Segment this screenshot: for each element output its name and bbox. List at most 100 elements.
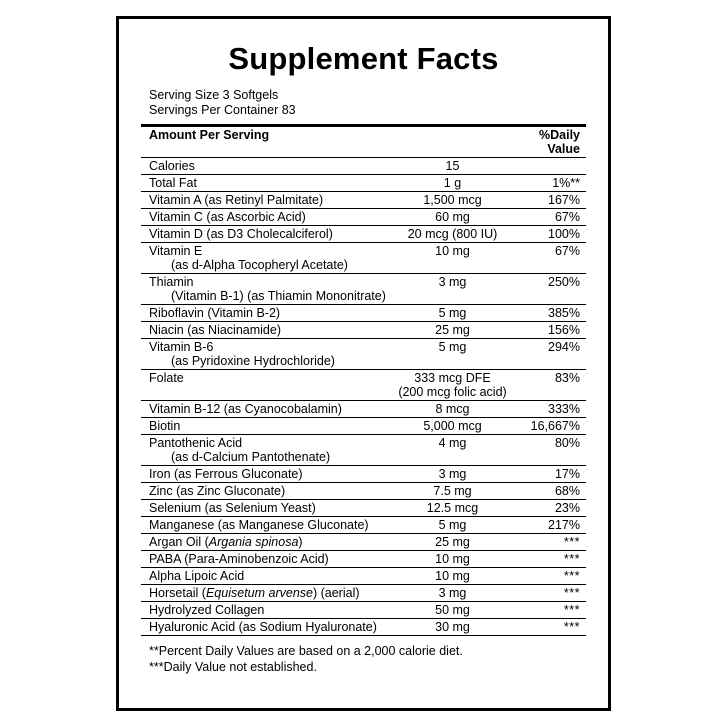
row-name: Vitamin B-12 (as Cyanocobalamin) [141,400,391,418]
row-name: Riboflavin (Vitamin B-2) [141,304,391,322]
row-amount: 10 mg [390,242,515,274]
row-name: Niacin (as Niacinamide) [141,321,391,339]
row-amount: 5 mg [390,516,515,534]
page-title: Supplement Facts [228,41,499,76]
row-name: Vitamin B-6 [149,340,214,355]
column-header-daily-value: %Daily Value [514,124,586,158]
row-amount: 30 mg [390,618,515,636]
row-amount: 25 mg [390,321,515,339]
row-name-group: Vitamin E (as d-Alpha Tocopheryl Acetate… [141,242,391,274]
row-amount: 10 mg [390,550,515,568]
row-amount: 4 mg [390,434,515,466]
row-name: Iron (as Ferrous Gluconate) [141,465,391,483]
row-amount: 7.5 mg [390,482,515,500]
row-name: Folate [141,369,391,401]
row-name: Hydrolyzed Collagen [141,601,391,619]
row-daily-value: 294% [514,338,586,370]
row-name: Total Fat [141,174,391,192]
row-name: Vitamin A (as Retinyl Palmitate) [141,191,391,209]
table-row: Vitamin A (as Retinyl Palmitate) 1,500 m… [141,191,586,209]
row-amount: 8 mcg [390,400,515,418]
facts-body: Amount Per Serving %Daily Value Calories… [141,124,586,639]
row-name-italic: Argania spinosa [208,535,299,550]
footer-rule-cell [390,635,515,639]
row-daily-value: 67% [514,242,586,274]
table-row: Hyaluronic Acid (as Sodium Hyaluronate) … [141,618,586,636]
row-daily-value: 16,667% [514,417,586,435]
footnote-daily-values: **Percent Daily Values are based on a 2,… [149,644,463,659]
footer-rule-cell [514,635,586,639]
table-row: Selenium (as Selenium Yeast) 12.5 mcg 23… [141,499,586,517]
table-row: Horsetail (Equisetum arvense) (aerial) 3… [141,584,586,602]
row-name: Manganese (as Manganese Gluconate) [141,516,391,534]
row-name-group: Argan Oil (Argania spinosa) [141,533,391,551]
row-daily-value: 217% [514,516,586,534]
row-subname: (as d-Calcium Pantothenate) [171,450,331,465]
row-amount: 12.5 mcg [390,499,515,517]
table-row: Thiamin (Vitamin B-1) (as Thiamin Mononi… [141,273,586,305]
table-row: Total Fat 1 g 1%** [141,174,586,192]
table-row: Alpha Lipoic Acid 10 mg *** [141,567,586,585]
table-row: Argan Oil (Argania spinosa) 25 mg *** [141,533,586,551]
table-footer-rule [141,635,586,639]
table-row: Folate 333 mcg DFE (200 mcg folic acid) … [141,369,586,401]
row-amount: 3 mg [390,465,515,483]
row-name-group: Horsetail (Equisetum arvense) (aerial) [141,584,391,602]
row-name: Vitamin D (as D3 Cholecalciferol) [141,225,391,243]
row-subname: (as Pyridoxine Hydrochloride) [171,354,335,369]
row-daily-value [514,157,586,175]
servings-per-container: Servings Per Container 83 [149,102,296,117]
row-amount: 1,500 mcg [390,191,515,209]
table-row: Calories 15 [141,157,586,175]
row-daily-value: *** [514,584,586,602]
row-name: Selenium (as Selenium Yeast) [141,499,391,517]
serving-size: Serving Size 3 Softgels [149,87,279,102]
row-name: Vitamin E [149,244,203,259]
row-daily-value: 23% [514,499,586,517]
table-row: Hydrolyzed Collagen 50 mg *** [141,601,586,619]
row-name: PABA (Para-Aminobenzoic Acid) [141,550,391,568]
row-amount-group: 333 mcg DFE (200 mcg folic acid) [390,369,515,401]
footer-rule-cell [141,635,391,639]
row-daily-value: 83% [514,369,586,401]
row-daily-value: 385% [514,304,586,322]
row-name-group: Vitamin B-6 (as Pyridoxine Hydrochloride… [141,338,391,370]
table-row: Vitamin E (as d-Alpha Tocopheryl Acetate… [141,242,586,274]
row-name: Zinc (as Zinc Gluconate) [141,482,391,500]
row-name: Alpha Lipoic Acid [141,567,391,585]
table-row: Biotin 5,000 mcg 16,667% [141,417,586,435]
row-daily-value: *** [514,601,586,619]
row-amount: 1 g [390,174,515,192]
row-name: Biotin [141,417,391,435]
row-daily-value: 67% [514,208,586,226]
footnotes: **Percent Daily Values are based on a 2,… [149,644,586,675]
row-amount: 50 mg [390,601,515,619]
table-row: Vitamin B-12 (as Cyanocobalamin) 8 mcg 3… [141,400,586,418]
row-name: Pantothenic Acid [149,436,243,451]
table-row: PABA (Para-Aminobenzoic Acid) 10 mg *** [141,550,586,568]
row-name: Thiamin [149,275,194,290]
row-daily-value: *** [514,618,586,636]
row-subname: (as d-Alpha Tocopheryl Acetate) [171,258,348,273]
row-amount: 10 mg [390,567,515,585]
column-header-spacer [390,124,515,158]
row-daily-value: 1%** [514,174,586,192]
row-amount: 5 mg [390,338,515,370]
row-name: Hyaluronic Acid (as Sodium Hyaluronate) [141,618,391,636]
row-daily-value: *** [514,567,586,585]
row-daily-value: 80% [514,434,586,466]
row-amount: 20 mcg (800 IU) [390,225,515,243]
table-header-row: Amount Per Serving %Daily Value [141,124,586,158]
row-name: Calories [141,157,391,175]
table-row: Vitamin C (as Ascorbic Acid) 60 mg 67% [141,208,586,226]
table-row: Niacin (as Niacinamide) 25 mg 156% [141,321,586,339]
row-amount: 5 mg [390,304,515,322]
row-daily-value: *** [514,533,586,551]
supplement-facts-panel: Supplement Facts Serving Size 3 Softgels… [116,16,611,711]
row-amount: 3 mg [390,584,515,602]
table-row: Manganese (as Manganese Gluconate) 5 mg … [141,516,586,534]
row-daily-value: 333% [514,400,586,418]
table-row: Iron (as Ferrous Gluconate) 3 mg 17% [141,465,586,483]
row-amount: 60 mg [390,208,515,226]
table-row: Vitamin D (as D3 Cholecalciferol) 20 mcg… [141,225,586,243]
